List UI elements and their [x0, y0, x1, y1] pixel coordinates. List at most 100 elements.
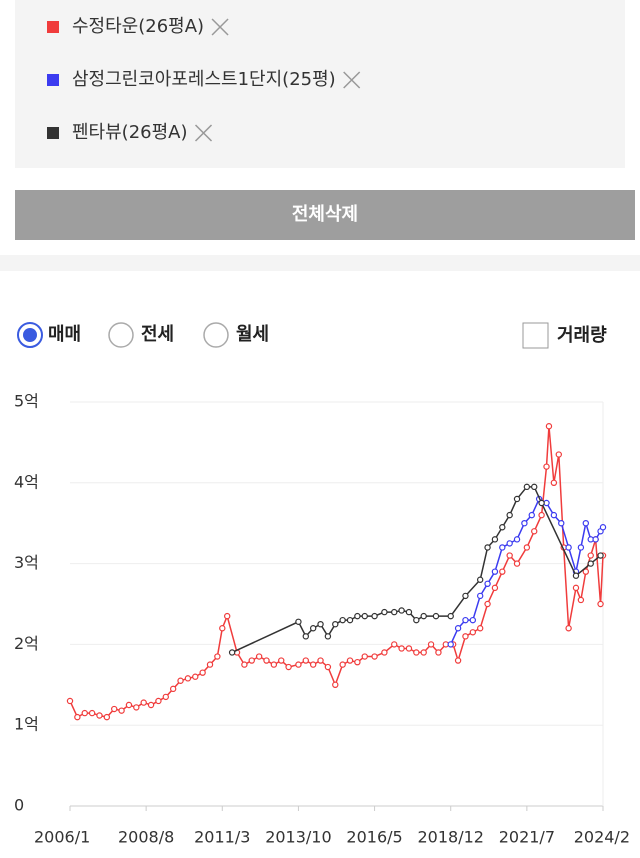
- data-point: [531, 483, 538, 491]
- remove-icon[interactable]: [194, 124, 213, 142]
- data-point: [577, 596, 585, 604]
- y-tick-label: 0: [14, 796, 24, 815]
- data-point: [125, 701, 133, 709]
- data-point: [454, 625, 462, 632]
- data-point: [565, 544, 572, 551]
- data-point: [577, 544, 585, 551]
- radio-label[interactable]: 월세: [236, 324, 269, 345]
- y-tick-label: 5억: [14, 392, 39, 411]
- data-point: [531, 528, 538, 535]
- legend-swatch: [47, 21, 59, 33]
- data-point: [550, 511, 558, 519]
- data-point: [572, 584, 580, 592]
- data-point: [219, 625, 226, 632]
- data-point: [513, 495, 521, 503]
- x-tick-label: 2013/10: [265, 828, 331, 847]
- data-point: [169, 685, 177, 693]
- data-point: [140, 699, 147, 706]
- data-point: [324, 633, 332, 640]
- data-point: [118, 707, 125, 714]
- data-point: [454, 657, 462, 664]
- data-point: [88, 709, 96, 717]
- data-point: [381, 649, 388, 656]
- data-point: [506, 511, 513, 519]
- data-point: [346, 616, 354, 624]
- data-point: [371, 612, 378, 620]
- x-tick-label: 2018/12: [417, 828, 483, 847]
- data-point: [332, 681, 339, 689]
- button-label[interactable]: 전체삭제: [292, 204, 358, 225]
- data-point: [354, 612, 361, 620]
- data-point: [558, 520, 565, 527]
- data-point: [506, 552, 513, 559]
- data-point: [111, 705, 118, 713]
- legend-swatch: [47, 127, 59, 139]
- data-point: [285, 663, 292, 671]
- data-point: [565, 625, 572, 632]
- y-tick-label: 2억: [14, 634, 39, 653]
- radio-label[interactable]: 매매: [48, 324, 81, 345]
- data-point: [572, 572, 580, 579]
- radio[interactable]: [203, 322, 229, 348]
- data-point: [223, 612, 231, 620]
- data-point: [192, 673, 199, 680]
- data-point: [309, 625, 317, 632]
- data-point: [371, 653, 378, 660]
- x-tick-label: 2011/3: [194, 828, 250, 847]
- delete-all-button[interactable]: [15, 190, 635, 240]
- data-point: [523, 544, 531, 551]
- data-point: [354, 658, 361, 666]
- data-point: [346, 657, 354, 664]
- data-point: [435, 649, 442, 656]
- data-point: [361, 612, 368, 620]
- data-point: [582, 520, 590, 527]
- checkbox-label[interactable]: 거래량: [557, 325, 607, 346]
- data-point: [513, 560, 521, 567]
- y-tick-label: 3억: [14, 553, 39, 572]
- data-point: [214, 653, 221, 660]
- data-point: [66, 697, 74, 705]
- radio-dot: [23, 328, 37, 342]
- data-point: [398, 645, 405, 652]
- data-point: [147, 701, 155, 709]
- data-point: [432, 612, 440, 620]
- data-point: [555, 451, 562, 458]
- data-point: [538, 499, 545, 507]
- data-point: [582, 568, 590, 575]
- remove-icon[interactable]: [211, 18, 229, 36]
- data-point: [103, 713, 111, 721]
- data-point: [462, 616, 469, 624]
- data-point: [317, 657, 324, 664]
- data-point: [74, 713, 81, 721]
- data-point: [302, 633, 309, 640]
- checkbox[interactable]: [522, 322, 549, 349]
- x-tick-label: 2024/2: [574, 828, 630, 847]
- data-point: [523, 483, 531, 491]
- y-tick-label: 1억: [14, 715, 39, 734]
- legend-label: 삼정그린코아포레스트1단지(25평): [72, 69, 336, 90]
- data-point: [339, 616, 346, 624]
- data-point: [484, 600, 491, 608]
- data-point: [491, 568, 499, 575]
- data-point: [81, 709, 88, 717]
- data-point: [521, 520, 528, 527]
- data-point: [255, 653, 263, 660]
- data-point: [484, 544, 491, 551]
- data-point: [177, 677, 184, 684]
- x-tick-label: 2008/8: [118, 828, 174, 847]
- legend-label: 펜타뷰(26평A): [72, 122, 188, 143]
- data-point: [499, 544, 506, 551]
- data-point: [476, 576, 484, 583]
- data-point: [391, 641, 398, 648]
- data-point: [587, 552, 594, 559]
- data-point: [476, 625, 484, 632]
- radio[interactable]: [108, 322, 134, 348]
- data-point: [155, 697, 162, 705]
- series-line: [231, 486, 602, 654]
- data-point: [133, 704, 140, 711]
- data-point: [528, 511, 535, 519]
- remove-icon[interactable]: [343, 71, 361, 89]
- radio-label[interactable]: 전세: [141, 324, 174, 345]
- data-point: [550, 479, 558, 486]
